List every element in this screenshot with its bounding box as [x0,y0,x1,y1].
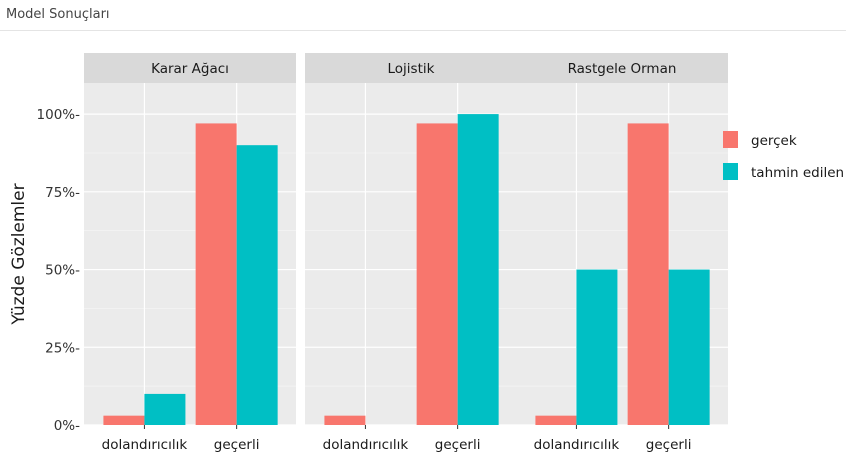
window-header: Model Sonuçları [0,0,846,31]
facet-panel: Rastgele Orman dolandırıcılık geçerli [516,53,728,453]
bar-predicted [668,269,710,425]
facet-strip [84,53,296,83]
y-tick-label: 25%- [45,340,80,356]
y-tick-label: 75%- [45,185,80,201]
bar-actual [416,123,458,425]
x-tick-label: dolandırıcılık [534,437,620,453]
bar-actual [535,415,577,425]
y-tick-label: 0%- [54,418,80,434]
x-tick-label: dolandırıcılık [102,437,188,453]
facet-panel: Karar Ağacı dolandırıcılık geçerli [84,53,296,453]
y-tick-label: 100%- [37,107,81,123]
x-tick-label: geçerli [214,437,260,453]
bar-predicted [576,269,618,425]
bar-predicted [236,145,278,425]
y-tick-label: 50%- [45,263,80,279]
bar-predicted [144,393,186,425]
bar-actual [103,415,145,425]
window-title: Model Sonuçları [6,7,110,22]
facet-title: Karar Ağacı [151,61,229,77]
bar-actual [324,415,366,425]
facet-title: Lojistik [388,61,435,77]
facet-panel: Lojistik dolandırıcılık geçerli [305,53,517,453]
bar-actual [627,123,669,425]
x-tick-label: dolandırıcılık [323,437,409,453]
legend-label-predicted: tahmin edilen [751,165,844,181]
bar-predicted [457,114,499,425]
facet-title: Rastgele Orman [568,61,677,77]
bar-actual [195,123,237,425]
x-tick-label: geçerli [435,437,481,453]
y-axis-title: Yüzde Gözlemler [9,183,29,325]
legend-swatch-actual [723,131,738,148]
facet-strip [305,53,517,83]
facet-strip [516,53,728,83]
legend-swatch-predicted [723,163,738,180]
x-tick-label: geçerli [646,437,692,453]
legend-label-actual: gerçek [751,133,797,149]
